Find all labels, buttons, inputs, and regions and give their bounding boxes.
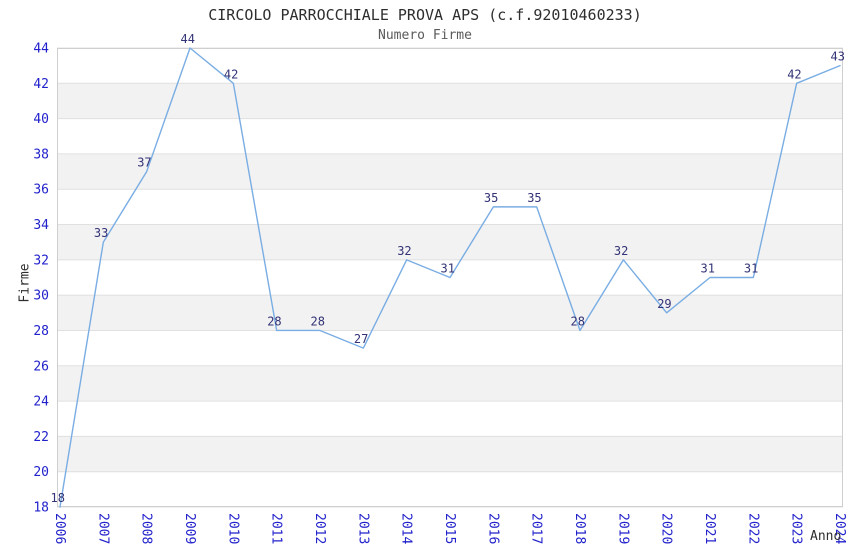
point-label: 28 <box>571 314 585 328</box>
y-tick-label: 30 <box>33 289 49 304</box>
point-label: 32 <box>614 244 628 258</box>
point-label: 42 <box>787 67 801 81</box>
y-tick-label: 36 <box>33 183 49 198</box>
y-tick-label: 42 <box>33 77 49 92</box>
plot-band <box>57 118 843 154</box>
x-tick-label: 2014 <box>399 513 414 544</box>
point-label: 31 <box>744 262 758 276</box>
x-tick-label: 2017 <box>529 513 544 544</box>
x-tick-label: 2007 <box>95 513 110 544</box>
point-label: 43 <box>831 50 845 64</box>
x-tick-label: 2010 <box>225 513 240 544</box>
x-tick-label: 2019 <box>615 513 630 544</box>
x-tick-label: 2024 <box>832 513 847 544</box>
point-label: 28 <box>311 314 325 328</box>
x-tick-label: 2006 <box>52 513 67 544</box>
y-tick-label: 28 <box>33 324 49 339</box>
x-tick-label: 2021 <box>702 513 717 544</box>
x-tick-label: 2018 <box>572 513 587 544</box>
x-tick-label: 2015 <box>442 513 457 544</box>
plot-band <box>57 471 843 507</box>
plot-band <box>57 436 843 472</box>
point-label: 35 <box>484 191 498 205</box>
y-axis-title: Firme <box>17 263 33 303</box>
plot-band <box>57 365 843 402</box>
point-label: 28 <box>267 314 281 328</box>
plot-band <box>57 401 843 437</box>
series-line <box>59 47 841 508</box>
plot-band <box>57 224 843 260</box>
point-label: 37 <box>137 156 151 170</box>
x-tick-label: 2009 <box>182 513 197 544</box>
y-tick-label: 32 <box>33 253 49 268</box>
x-tick-label: 2012 <box>312 513 327 544</box>
point-label: 18 <box>51 491 65 505</box>
plot-border <box>57 48 843 507</box>
y-tick-label: 20 <box>33 465 49 480</box>
y-tick-label: 44 <box>33 42 49 57</box>
y-tick-label: 24 <box>33 395 49 410</box>
x-tick-label: 2022 <box>745 513 760 544</box>
point-label: 44 <box>181 32 195 46</box>
y-tick-label: 40 <box>33 112 49 127</box>
point-label: 31 <box>441 262 455 276</box>
x-tick-label: 2023 <box>789 513 804 544</box>
y-tick-label: 34 <box>33 218 49 233</box>
chart-subtitle: Numero Firme <box>378 28 472 43</box>
x-tick-label: 2020 <box>659 513 674 544</box>
x-tick-label: 2013 <box>355 513 370 544</box>
point-label: 31 <box>701 262 715 276</box>
x-tick-label: 2016 <box>485 513 500 544</box>
x-tick-label: 2008 <box>139 513 154 544</box>
plot-band <box>57 48 843 84</box>
x-axis-title: Anno <box>810 529 842 544</box>
point-label: 27 <box>354 332 368 346</box>
plot-band <box>57 153 843 190</box>
point-label: 42 <box>224 67 238 81</box>
point-label: 35 <box>527 191 541 205</box>
x-tick-label: 2011 <box>269 513 284 544</box>
point-label: 33 <box>94 226 108 240</box>
plot-band <box>57 189 843 225</box>
plot-band <box>57 330 843 366</box>
plot-band <box>57 295 843 331</box>
y-tick-label: 26 <box>33 359 49 374</box>
point-label: 29 <box>657 297 671 311</box>
y-tick-label: 38 <box>33 147 49 162</box>
y-tick-label: 22 <box>33 430 49 445</box>
chart-title: CIRCOLO PARROCCHIALE PROVA APS (c.f.9201… <box>208 6 642 24</box>
point-label: 32 <box>397 244 411 258</box>
y-tick-label: 18 <box>33 501 49 516</box>
plot-band <box>57 83 843 119</box>
